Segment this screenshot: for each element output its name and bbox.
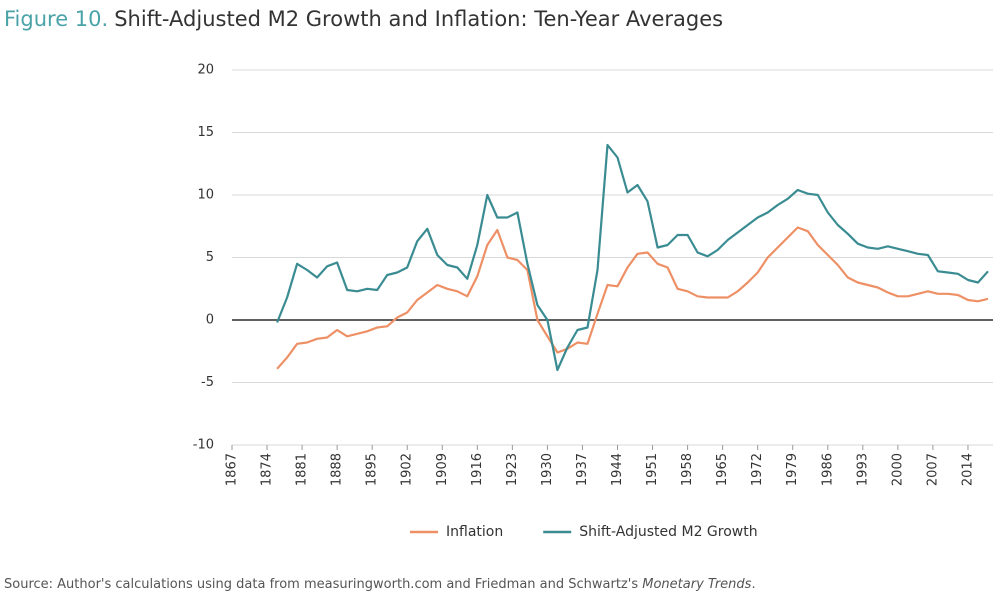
x-tick-label: 2014 [960, 453, 975, 486]
x-tick-label: 1944 [610, 453, 625, 486]
series-line [276, 226, 989, 370]
x-tick-label: 1937 [575, 453, 590, 486]
x-tick-label: 1979 [785, 453, 800, 486]
x-tick-label: 1965 [715, 453, 730, 486]
x-tick-label: 1867 [225, 453, 240, 486]
source-italic: Monetary Trends [642, 577, 751, 592]
x-tick-label: 1874 [260, 453, 275, 486]
source-note: Source: Author's calculations using data… [4, 577, 756, 592]
figure-label: Figure 10. [4, 7, 108, 31]
x-tick-label: 1916 [470, 453, 485, 486]
x-tick-label: 1923 [505, 453, 520, 486]
x-tick-label: 1895 [365, 453, 380, 486]
source-end: . [751, 577, 755, 592]
legend-label: Shift-Adjusted M2 Growth [579, 524, 757, 540]
source-text: Source: Author's calculations using data… [4, 577, 642, 592]
y-tick-label: 20 [197, 63, 214, 78]
x-tick-label: 1986 [820, 453, 835, 486]
legend-label: Inflation [446, 524, 503, 540]
y-tick-label: -10 [193, 438, 214, 453]
x-tick-label: 1888 [330, 453, 345, 486]
x-tick-label: 1958 [680, 453, 695, 486]
series-line [276, 143, 989, 372]
y-tick-label: 15 [197, 125, 214, 140]
x-tick-label: 1993 [855, 453, 870, 486]
x-tick-label: 1951 [645, 453, 660, 486]
title-text: Shift-Adjusted M2 Growth and Inflation: … [114, 7, 723, 31]
x-tick-label: 1909 [435, 453, 450, 486]
chart-title: Figure 10. Shift-Adjusted M2 Growth and I… [4, 7, 723, 31]
y-tick-label: -5 [201, 375, 214, 390]
x-tick-label: 1930 [540, 453, 555, 486]
x-tick-label: 1902 [400, 453, 415, 486]
x-tick-label: 1972 [750, 453, 765, 486]
x-tick-label: 1881 [295, 453, 310, 486]
y-tick-label: 5 [206, 250, 214, 265]
y-tick-label: 10 [197, 188, 214, 203]
x-tick-label: 2007 [925, 453, 940, 486]
y-tick-label: 0 [206, 313, 214, 328]
x-tick-label: 2000 [890, 453, 905, 486]
